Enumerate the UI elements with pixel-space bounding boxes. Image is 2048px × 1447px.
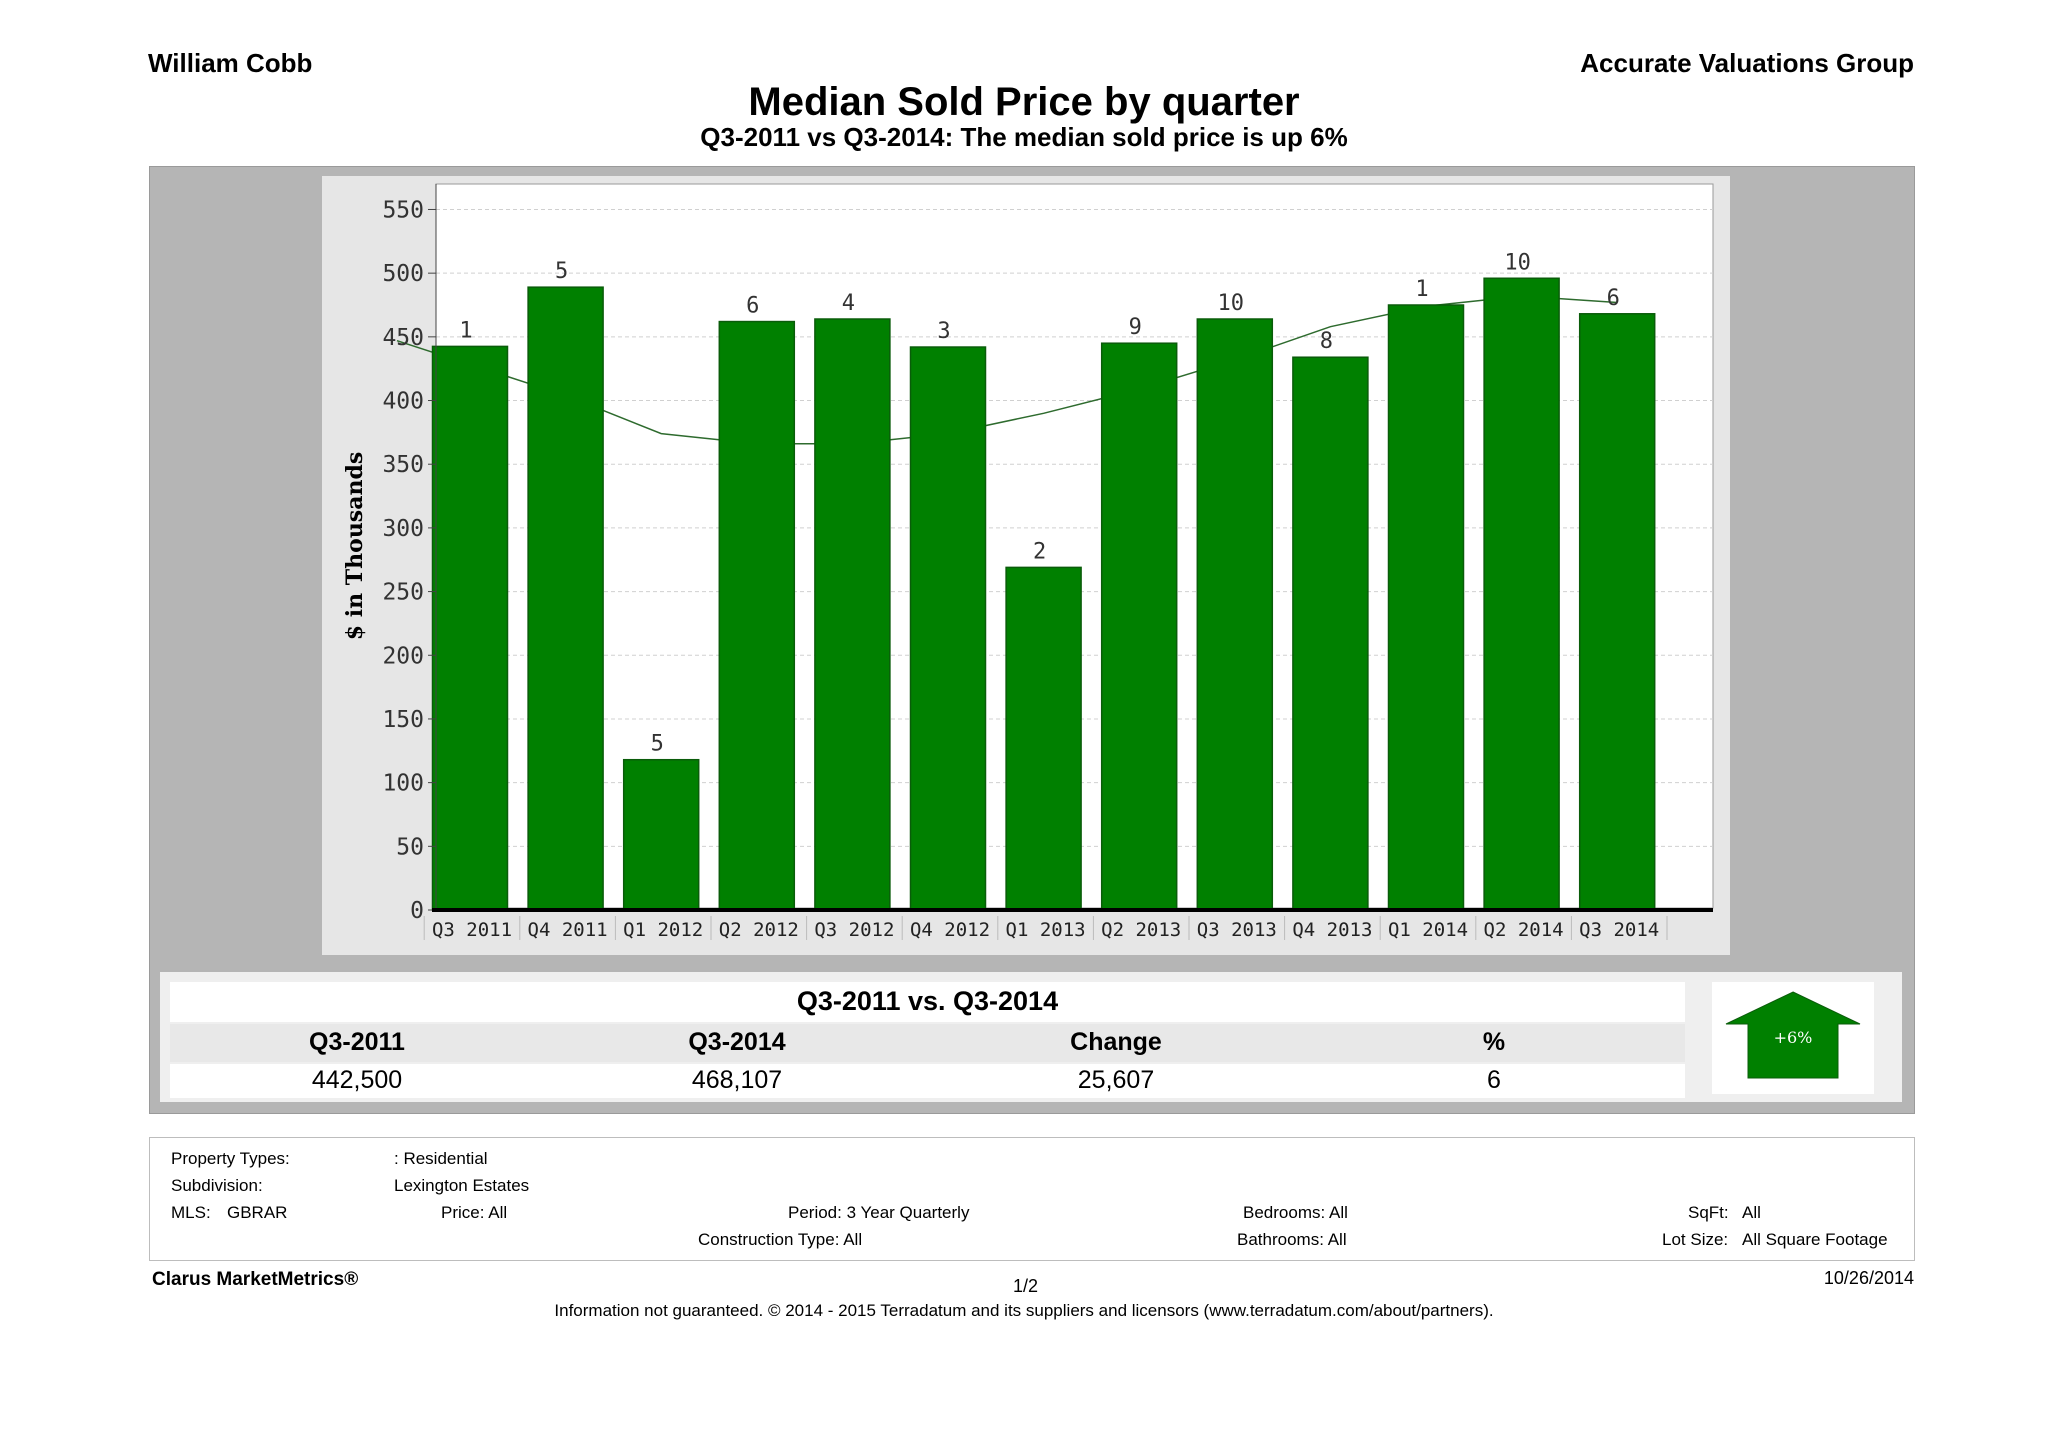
- bathrooms-criteria: Bathrooms: All: [1237, 1230, 1347, 1249]
- y-tick-label: 200: [382, 643, 424, 669]
- bar: [718, 320, 796, 911]
- summary-header: Q3-2011: [309, 1028, 405, 1056]
- sqft-label: SqFt:: [1688, 1203, 1729, 1222]
- y-tick-label: 550: [382, 197, 424, 223]
- summary-value: 468,107: [691, 1066, 783, 1094]
- bar: [431, 345, 509, 911]
- bar-count-label: 5: [651, 732, 664, 757]
- bar-count-label: 1: [459, 318, 472, 343]
- bar-count-label: 5: [555, 259, 568, 284]
- page-number: 1/2: [1013, 1276, 1039, 1296]
- summary-value: 25,607: [1077, 1066, 1155, 1094]
- y-tick-label: 500: [382, 261, 424, 287]
- bar-count-label: 4: [842, 291, 855, 316]
- y-tick-label: 350: [382, 452, 424, 478]
- up-arrow-icon: +6%: [1725, 991, 1861, 1079]
- x-tick-label: Q4 2012: [910, 919, 990, 941]
- subdivision-label: Subdivision:: [171, 1176, 263, 1195]
- bar-count-label: 8: [1320, 329, 1333, 354]
- bar-count-label: 3: [937, 319, 950, 344]
- bar: [1292, 356, 1369, 911]
- y-tick-label: 50: [396, 834, 424, 860]
- x-tick-label: Q3 2012: [814, 919, 894, 941]
- criteria-panel: [149, 1137, 1915, 1261]
- bar: [527, 286, 604, 911]
- bar: [1483, 277, 1560, 911]
- property-types-label: Property Types:: [171, 1149, 290, 1168]
- x-tick-label: Q1 2013: [1006, 919, 1086, 941]
- bar: [1578, 313, 1656, 911]
- bar: [1196, 318, 1274, 911]
- x-tick-label: Q2 2014: [1484, 919, 1564, 941]
- y-tick-label: 0: [410, 898, 424, 924]
- bar-count-label: 6: [746, 294, 759, 319]
- company-name: Accurate Valuations Group: [1580, 48, 1914, 78]
- bar-count-label: 1: [1415, 277, 1428, 302]
- lot-size-label: Lot Size:: [1662, 1230, 1729, 1249]
- lot-size-value: All Square Footage: [1742, 1230, 1888, 1249]
- bar-count-label: 10: [1218, 291, 1245, 316]
- summary-value: 442,500: [311, 1066, 403, 1094]
- bar-count-label: 9: [1129, 315, 1142, 340]
- disclaimer: Information not guaranteed. © 2014 - 201…: [554, 1301, 1494, 1320]
- x-tick-label: Q1 2014: [1388, 919, 1468, 941]
- x-tick-label: Q1 2012: [623, 919, 703, 941]
- summary-title: Q3-2011 vs. Q3-2014: [796, 986, 1059, 1016]
- price-criteria: Price: All: [441, 1203, 508, 1222]
- construction-criteria: Construction Type: All: [698, 1230, 863, 1249]
- y-tick-label: 450: [382, 325, 424, 351]
- bar-chart: 1 5 5 6 4 3 2 9 10 8 1 10 6 0 50 100 150 200 250 300 350 400…: [342, 183, 1714, 941]
- bedrooms-criteria: Bedrooms: All: [1243, 1203, 1348, 1222]
- agent-name: William Cobb: [148, 48, 313, 78]
- bar-count-label: 2: [1033, 539, 1046, 564]
- summary-header-row: Q3-2011 Q3-2014 Change %: [170, 1024, 1685, 1062]
- bar: [909, 346, 987, 911]
- sqft-value: All: [1742, 1203, 1761, 1222]
- x-tick-label: Q2 2013: [1101, 919, 1181, 941]
- subdivision-value: Lexington Estates: [394, 1176, 530, 1195]
- chart-subtitle: Q3-2011 vs Q3-2014: The median sold pric…: [700, 122, 1348, 152]
- period-criteria: Period: 3 Year Quarterly: [788, 1203, 970, 1222]
- y-tick-label: 150: [382, 707, 424, 733]
- bar: [814, 318, 891, 911]
- bar-count-label: 10: [1504, 250, 1531, 275]
- x-tick-label: Q3 2011: [432, 919, 512, 941]
- brand-name: Clarus MarketMetrics®: [152, 1269, 359, 1290]
- bar-count-label: 6: [1607, 286, 1620, 311]
- chart-title: Median Sold Price by quarter: [748, 80, 1300, 124]
- x-tick-label: Q4 2011: [528, 919, 608, 941]
- x-tick-label: Q3 2013: [1197, 919, 1277, 941]
- x-tick-label: Q3 2014: [1579, 919, 1659, 941]
- y-axis-label: $ in Thousands: [342, 452, 368, 640]
- mls-value: GBRAR: [227, 1203, 288, 1222]
- property-types-value: : Residential: [394, 1149, 488, 1168]
- x-tick-label: Q4 2013: [1292, 919, 1372, 941]
- y-tick-label: 300: [382, 516, 424, 542]
- summary-value-row: 442,500 468,107 25,607 6: [170, 1064, 1685, 1098]
- report-date: 10/26/2014: [1823, 1268, 1914, 1288]
- y-tick-label: 100: [382, 771, 424, 797]
- bar: [622, 758, 700, 911]
- x-tick-label: Q2 2012: [719, 919, 799, 941]
- summary-title-row: Q3-2011 vs. Q3-2014: [170, 982, 1685, 1022]
- bar: [1100, 342, 1178, 911]
- bar: [1387, 304, 1465, 911]
- summary-header: %: [1482, 1028, 1506, 1056]
- y-tick-label: 400: [382, 389, 424, 415]
- bar: [1005, 566, 1082, 911]
- change-badge-text: +6%: [1774, 1028, 1813, 1047]
- summary-header: Change: [1070, 1028, 1162, 1056]
- summary-value: 6: [1487, 1066, 1501, 1094]
- summary-header: Q3-2014: [688, 1028, 786, 1056]
- mls-label: MLS:: [171, 1203, 211, 1222]
- y-tick-label: 250: [382, 580, 424, 606]
